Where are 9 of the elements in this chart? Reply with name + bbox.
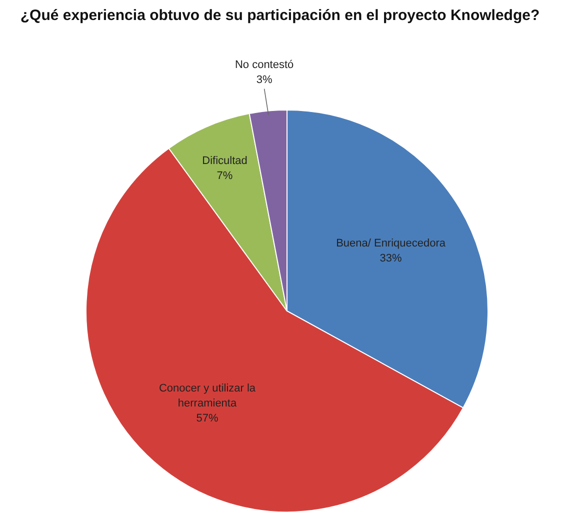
slice-label: No contestó xyxy=(234,58,294,71)
slice-label: Conocer y utilizar la herramienta xyxy=(158,382,256,410)
slice-label: Dificultad xyxy=(202,155,248,168)
data-label: 3% xyxy=(256,74,272,86)
data-label: 33% xyxy=(380,252,402,265)
data-label: 57% xyxy=(196,412,218,424)
chart-title: ¿Qué experiencia obtuvo de su participación en el proyecto Knowledge? xyxy=(20,7,540,24)
slice-label: Buena/ Enriquecedora xyxy=(336,238,446,250)
data-label: 7% xyxy=(216,170,233,182)
